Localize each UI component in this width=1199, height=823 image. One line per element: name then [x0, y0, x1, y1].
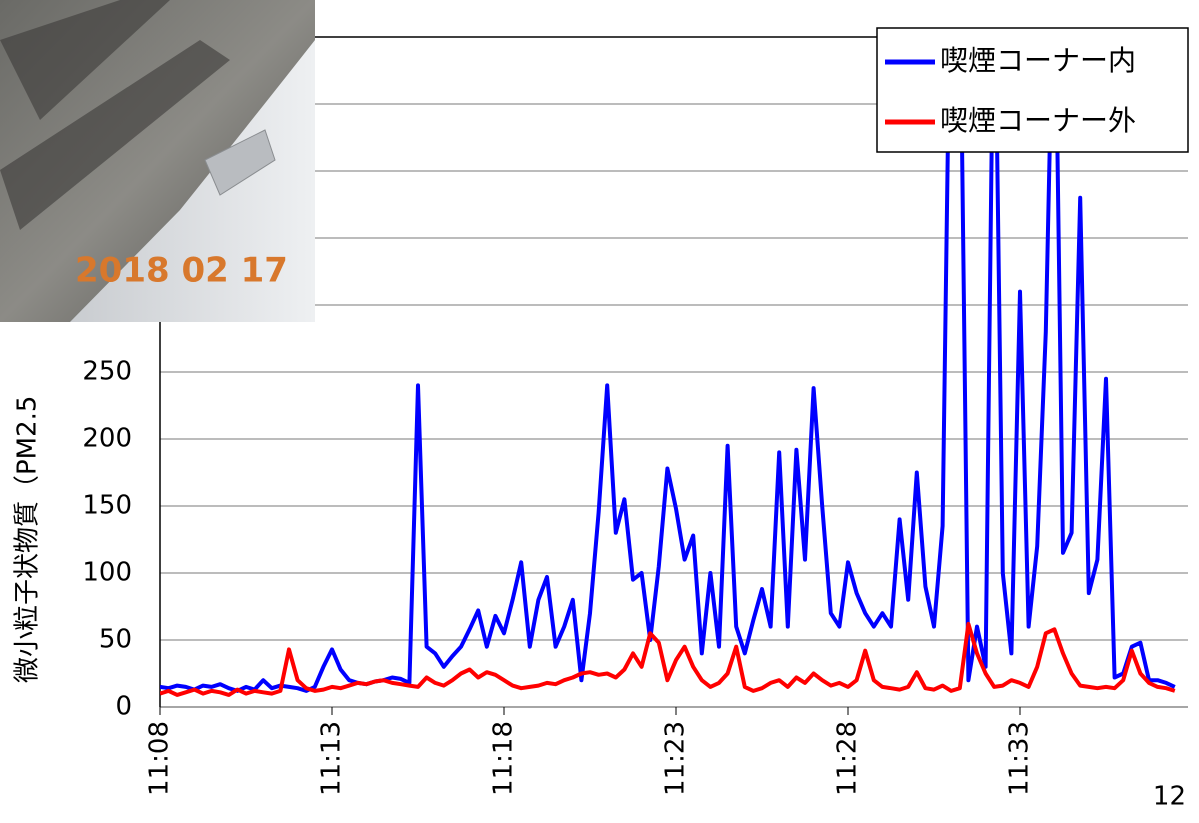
- photo-bracket: [204, 129, 276, 196]
- legend-label: 喫煙コーナー外: [940, 104, 1136, 137]
- x-tick-label: 11:33: [1005, 721, 1035, 796]
- y-tick-label: 150: [82, 491, 132, 521]
- x-tick-label: 11:23: [661, 721, 691, 796]
- legend-box: [876, 27, 1189, 153]
- series-line: [160, 37, 1176, 693]
- y-tick-label: 250: [82, 357, 132, 387]
- x-tick-label: 11:28: [833, 721, 863, 796]
- plot-area: [160, 37, 1176, 697]
- y-tick-label: 100: [82, 558, 132, 588]
- x-tick-label: 11:13: [317, 721, 347, 796]
- page-number: 12: [1153, 782, 1186, 812]
- x-tick-label: 11:18: [489, 721, 519, 796]
- photo-shadow: [0, 0, 230, 230]
- photo-pipe: [70, 40, 315, 322]
- photo-caption: 2018 02 17: [75, 251, 288, 291]
- x-tick-label: 11:08: [145, 721, 175, 796]
- y-tick-label: 50: [99, 625, 132, 655]
- y-tick-label: 200: [82, 424, 132, 454]
- y-axis-label: 微小粒子状物質（PM2.5: [13, 396, 43, 683]
- series-line: [160, 621, 1176, 697]
- photo: 2018 02 17: [0, 0, 315, 322]
- legend-label: 喫煙コーナー内: [940, 44, 1136, 77]
- y-tick-label: 0: [115, 692, 132, 722]
